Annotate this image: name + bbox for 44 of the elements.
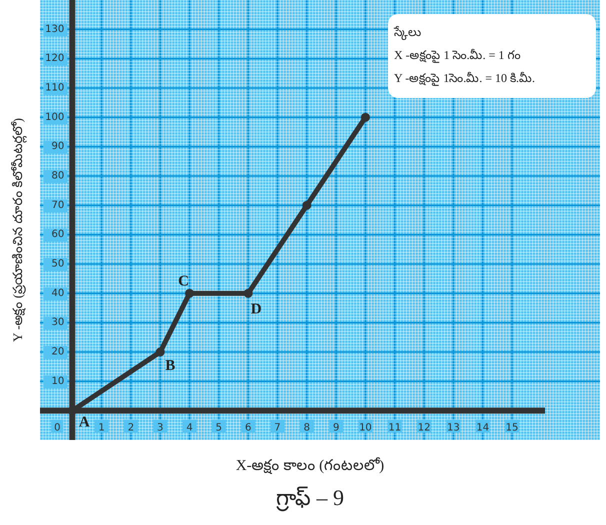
x-tick-label: 3 bbox=[157, 422, 164, 434]
annotation: X -అక్షంపై 1 సెం.మీ. = 1 గం bbox=[394, 48, 520, 63]
y-tick-label: 130 bbox=[45, 24, 64, 35]
text: గ్రాఫ్ – 9 bbox=[276, 485, 344, 512]
y-tick-label: 10 bbox=[52, 376, 64, 387]
y-axis-title: Y -అక్షం (ప్రయాణించిన దూరం కిలోమీటర్లలో) bbox=[10, 118, 27, 342]
y-tick-label: 100 bbox=[45, 112, 64, 123]
x-tick-label: 10 bbox=[359, 422, 372, 434]
point bbox=[156, 348, 165, 356]
y-tick-label: 110 bbox=[45, 82, 64, 94]
y-tick-label: 20 bbox=[52, 346, 64, 358]
point bbox=[244, 288, 253, 298]
annotation: A bbox=[78, 414, 90, 431]
x-axis-title: X-అక్షం కాలం (గంటలలో) bbox=[236, 456, 384, 474]
y-tick-label: 80 bbox=[52, 170, 64, 182]
x-tick-label: 9 bbox=[332, 422, 340, 434]
annotation: B bbox=[165, 358, 176, 374]
annotation: D bbox=[250, 301, 262, 318]
x-tick-label: 12 bbox=[418, 422, 430, 434]
x-tick-label: 2 bbox=[128, 422, 134, 434]
y-tick-label: 40 bbox=[52, 288, 64, 299]
x-tick-label: 14 bbox=[476, 422, 490, 434]
x-tick-label: 6 bbox=[244, 422, 252, 434]
x-tick-label: 7 bbox=[274, 422, 281, 434]
x-tick-label: 8 bbox=[304, 422, 310, 434]
x-tick-label: 13 bbox=[447, 422, 460, 434]
point bbox=[302, 200, 312, 210]
annotation: Y -అక్షంపై 1సెం.మీ. = 10 కి.మీ. bbox=[394, 71, 535, 86]
x-tick-label: 15 bbox=[506, 422, 518, 434]
y-tick-label: 120 bbox=[45, 53, 64, 64]
x-tick-label: 1 bbox=[98, 422, 105, 434]
y-tick-label: 30 bbox=[52, 317, 64, 328]
annotation: స్కేలు bbox=[393, 25, 421, 41]
y-tick-label: 90 bbox=[52, 141, 64, 152]
point bbox=[360, 112, 370, 122]
y-tick-label: 60 bbox=[52, 229, 64, 240]
point bbox=[185, 288, 194, 298]
x-tick-label: 11 bbox=[388, 422, 402, 434]
annotation: C bbox=[178, 273, 189, 290]
x-tick-label: 5 bbox=[216, 422, 222, 434]
y-tick-label: 70 bbox=[52, 200, 64, 211]
annotation: 0 bbox=[54, 422, 60, 434]
x-tick-label: 4 bbox=[186, 422, 193, 434]
y-tick-label: 50 bbox=[52, 258, 64, 270]
